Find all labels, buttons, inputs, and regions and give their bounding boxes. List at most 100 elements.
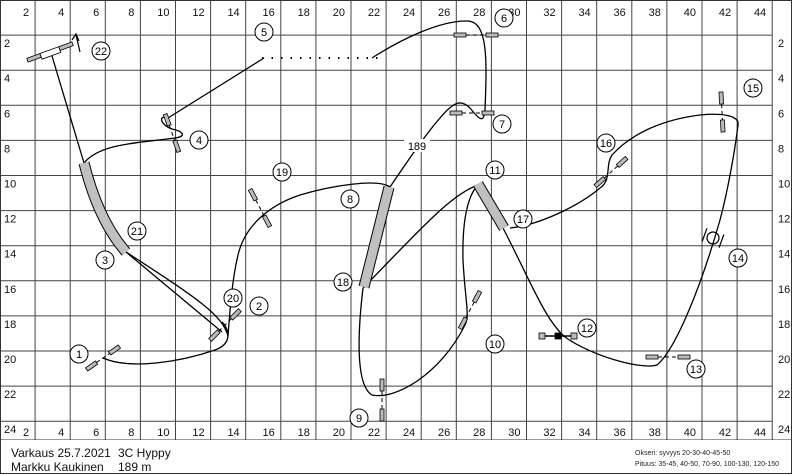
tire-post: [718, 234, 725, 248]
x-tick-bottom: 2: [23, 427, 29, 439]
x-tick-bottom: 4: [58, 427, 64, 439]
obstacle-number-17: 17: [513, 209, 533, 229]
footer: Varkaus 25.7.2021 Markku Kaukinen 3C Hyp…: [0, 440, 792, 474]
obstacle-12-post: [538, 332, 546, 340]
path-3-4: [83, 116, 184, 164]
path-4-5: [167, 57, 265, 119]
x-tick-top: 20: [333, 7, 345, 19]
number-text: 5: [261, 27, 267, 39]
jump-16: [593, 155, 629, 189]
jump-wing: [457, 316, 469, 331]
obstacle-number-11: 11: [485, 160, 505, 180]
frame: [0, 0, 792, 440]
jump-wing: [593, 175, 607, 189]
number-circle: [333, 272, 353, 292]
dog-path: [51, 20, 739, 397]
number-circle: [596, 133, 616, 153]
x-tick-top: 10: [157, 7, 169, 19]
x-tick-bottom: 22: [368, 427, 380, 439]
oxer-bars: [39, 46, 62, 60]
x-tick-bottom: 8: [128, 427, 134, 439]
number-text: 11: [489, 165, 500, 177]
jump-wing: [379, 408, 385, 422]
x-tick-top: 34: [578, 7, 590, 19]
grid: [0, 0, 792, 440]
obstacle-number-13: 13: [686, 359, 706, 379]
y-tick-left: 10: [4, 179, 16, 191]
obstacle-12-post: [554, 332, 562, 340]
number-text: 9: [356, 413, 362, 425]
y-tick-right: 22: [778, 389, 790, 401]
x-tick-bottom: 32: [543, 427, 555, 439]
number-circle: [513, 209, 533, 229]
y-tick-left: 12: [4, 214, 16, 226]
x-tick-bottom: 44: [754, 427, 766, 439]
x-tick-top: 6: [93, 7, 99, 19]
obstacle-number-5: 5: [254, 22, 274, 42]
x-tick-top: 8: [128, 7, 134, 19]
x-tick-bottom: 36: [614, 427, 626, 439]
number-circle: [127, 221, 147, 241]
tunnel-3-21: [79, 161, 130, 255]
x-tick-top: 12: [192, 7, 204, 19]
y-tick-left: 20: [4, 354, 16, 366]
obstacle-number-9: 9: [349, 408, 369, 428]
jump-2: [208, 308, 242, 342]
jump-bar: [721, 103, 723, 121]
tire-ring: [706, 231, 720, 245]
x-tick-bottom: 34: [578, 427, 590, 439]
length-marker-bg: [404, 139, 430, 152]
x-tick-top: 42: [719, 7, 731, 19]
number-text: 21: [131, 226, 143, 238]
y-tick-right: 6: [778, 108, 784, 120]
number-text: 3: [102, 255, 108, 267]
obstacle-number-22: 22: [91, 41, 111, 61]
x-tick-top: 4: [58, 7, 64, 19]
axis-ticks: 2244668810101212141416161818202022222424…: [4, 7, 790, 439]
path-20-21: [125, 251, 229, 337]
x-tick-top: 24: [403, 7, 415, 19]
number-text: 1: [76, 349, 82, 361]
jump-bar: [603, 165, 619, 179]
jump-wing: [449, 110, 463, 116]
x-tick-bottom: 14: [227, 427, 239, 439]
oxer-note: Okseri: syvyys 20-30-40-45-50: [635, 450, 731, 457]
obstacle-number-10: 10: [485, 334, 505, 354]
y-tick-left: 2: [4, 38, 10, 50]
y-tick-left: 16: [4, 284, 16, 296]
x-tick-bottom: 16: [263, 427, 275, 439]
obstacle-number-12: 12: [577, 318, 597, 338]
jump-wing: [718, 91, 724, 105]
x-tick-bottom: 28: [473, 427, 485, 439]
y-tick-right: 24: [778, 424, 790, 436]
jump-7: [449, 110, 495, 116]
y-tick-left: 24: [4, 424, 16, 436]
y-tick-left: 18: [4, 319, 16, 331]
jump-10: [457, 289, 483, 331]
length-marker-text: 189: [408, 141, 426, 153]
path-11-12-13-14: [502, 219, 721, 367]
path-14-15-16: [599, 113, 739, 221]
y-tick-left: 8: [4, 143, 10, 155]
x-tick-top: 32: [543, 7, 555, 19]
y-tick-left: 14: [4, 249, 16, 261]
obstacle-number-4: 4: [189, 130, 209, 150]
number-text: 10: [489, 339, 501, 351]
number-circle: [91, 41, 111, 61]
number-circle: [223, 288, 243, 308]
x-tick-top: 16: [263, 7, 275, 19]
x-tick-top: 22: [368, 7, 380, 19]
jump-wing: [453, 32, 467, 38]
number-circle: [272, 162, 292, 182]
judge-name: Markku Kaukinen: [11, 460, 104, 474]
number-circle: [686, 359, 706, 379]
place-date: Varkaus 25.7.2021: [11, 446, 111, 460]
jump-6: [453, 32, 499, 38]
number-text: 20: [227, 293, 239, 305]
y-tick-right: 8: [778, 143, 784, 155]
direction-arrow-icon: [71, 32, 81, 53]
length-marker: 189: [404, 139, 430, 153]
jump-wing: [677, 354, 691, 360]
y-tick-right: 18: [778, 319, 790, 331]
